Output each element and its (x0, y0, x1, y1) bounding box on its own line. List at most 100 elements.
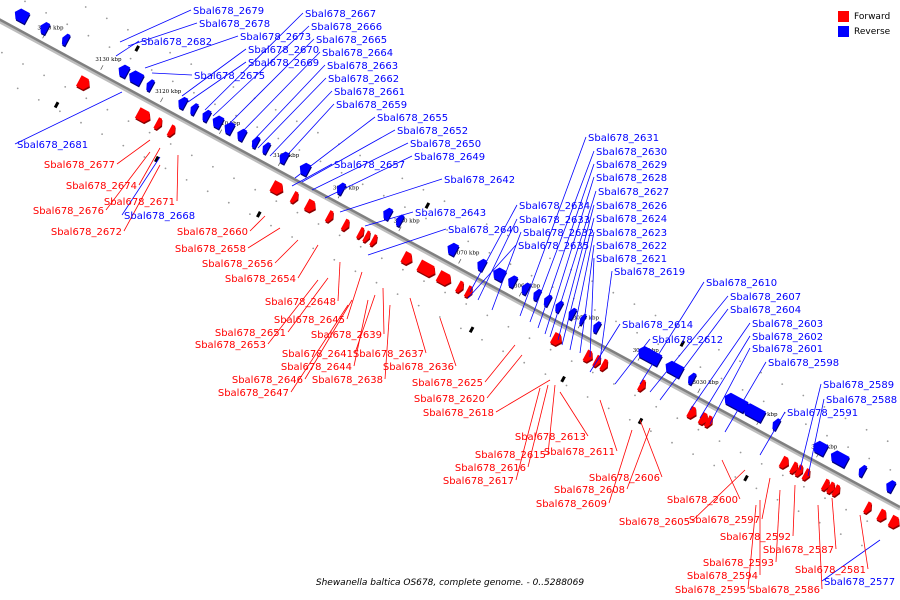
gene-body (237, 128, 248, 142)
track-dot (805, 423, 807, 426)
track-dot (507, 325, 510, 328)
leader-line (469, 204, 518, 293)
leader-line (247, 227, 281, 249)
leader-line (467, 244, 517, 299)
track-dot (699, 366, 702, 368)
leader-line (544, 176, 595, 335)
leader-line (14, 91, 123, 145)
forward-gene-arrow (637, 379, 647, 393)
small-feature-mark (743, 474, 749, 482)
gene-body (75, 75, 90, 90)
leader-line (699, 335, 751, 419)
leader-line (614, 338, 651, 385)
tick-label: 3070 kbp (453, 251, 480, 257)
gene-label: Sbal678_2653 (195, 340, 266, 351)
gene-body (687, 372, 697, 385)
track-dot (565, 384, 568, 387)
gene-body (508, 275, 519, 288)
track-dot (59, 110, 61, 113)
track-dot (127, 28, 129, 31)
feature-mark (424, 202, 431, 209)
leader-line (547, 384, 556, 455)
gene-body (395, 214, 405, 227)
leader-line (608, 429, 633, 504)
track-dot (633, 303, 636, 305)
reverse-gene-arrow (447, 242, 460, 258)
gene-label: Sbal678_2639 (311, 330, 382, 341)
leader-line (599, 270, 613, 361)
track-dot (417, 304, 420, 307)
track-dot (127, 120, 130, 122)
gene-label: Sbal678_2628 (596, 173, 667, 184)
gene-label: Sbal678_2597 (689, 515, 760, 526)
leader-line (775, 489, 781, 563)
leader-line (127, 22, 198, 47)
track-dot (80, 121, 82, 124)
reverse-gene-arrow (40, 22, 51, 37)
track-dot (824, 497, 826, 500)
gene-label: Sbal678_2608 (554, 485, 625, 496)
tick-label: 3090 kbp (333, 185, 360, 191)
reverse-gene-arrow (118, 64, 131, 80)
gene-label: Sbal678_2631 (588, 133, 659, 144)
track-dot (591, 371, 594, 374)
gene-label: Sbal678_2606 (589, 473, 660, 484)
track-dot (861, 544, 863, 547)
track-dot (423, 280, 425, 282)
track-dot (24, 0, 26, 3)
forward-gene-arrow (863, 501, 873, 516)
gene-body (324, 210, 334, 223)
gene-label: Sbal678_2613 (515, 432, 586, 443)
gene-label: Sbal678_2644 (281, 362, 352, 373)
track-dot (464, 211, 467, 214)
track-dot (889, 469, 892, 471)
legend-forward: Forward (838, 9, 898, 24)
feature-mark (743, 474, 749, 482)
gene-label: Sbal678_2620 (414, 394, 485, 405)
gene-body (533, 288, 542, 301)
leader-line (339, 178, 443, 213)
track-dot (380, 166, 383, 168)
gene-label: Sbal678_2601 (752, 344, 823, 355)
gene-label: Sbal678_2655 (377, 113, 448, 124)
feature-mark (560, 375, 566, 383)
leader-line (486, 354, 523, 399)
leader-line (354, 294, 376, 354)
track-dot (760, 371, 762, 374)
gene-label: Sbal678_2619 (614, 267, 685, 278)
tick-mark (160, 97, 164, 103)
track-dot (847, 446, 849, 448)
leader-line (477, 218, 518, 301)
track-dot (340, 171, 343, 174)
leader-line (792, 484, 796, 537)
leader-line (589, 323, 621, 373)
small-feature-mark (53, 101, 60, 109)
gene-body (269, 180, 283, 195)
leader-line (589, 257, 595, 358)
gene-label: Sbal678_2624 (596, 214, 667, 225)
reverse-gene-arrow (665, 360, 685, 380)
tick-label: 3120 kbp (155, 89, 182, 95)
leader-line (212, 25, 310, 117)
gene-body (447, 242, 460, 257)
forward-gene-arrow (416, 259, 436, 279)
leader-line (639, 281, 705, 385)
map-caption: Shewanella baltica OS678, complete genom… (315, 578, 585, 588)
track-dot (375, 281, 378, 284)
track-dot (488, 251, 491, 254)
leader-line (817, 504, 823, 590)
gene-label: Sbal678_2674 (66, 181, 137, 192)
track-dot (544, 373, 547, 375)
gene-body (813, 440, 829, 457)
gene-body (820, 478, 830, 491)
forward-swatch (838, 11, 849, 22)
gene-label: Sbal678_2587 (763, 545, 834, 556)
gene-body (638, 346, 663, 367)
tick-label: 3080 kbp (394, 218, 421, 224)
gene-body (40, 22, 51, 35)
forward-gene-arrow (455, 280, 465, 295)
gene-body (831, 484, 841, 497)
track-dot (467, 240, 470, 243)
gene-label: Sbal678_2645 (274, 315, 345, 326)
gene-label: Sbal678_2681 (17, 140, 88, 151)
